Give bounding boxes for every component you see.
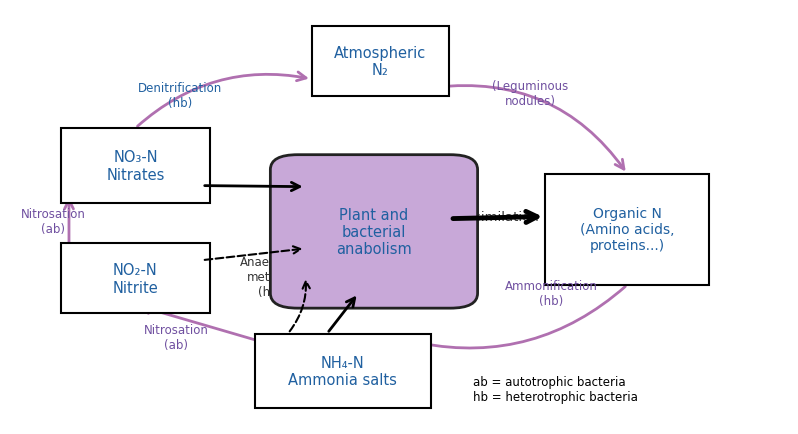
Text: Atmospheric
N₂: Atmospheric N₂ (334, 46, 426, 78)
Text: ab = autotrophic bacteria
hb = heterotrophic bacteria: ab = autotrophic bacteria hb = heterotro… (473, 375, 638, 403)
FancyBboxPatch shape (271, 155, 477, 309)
FancyBboxPatch shape (61, 129, 210, 203)
Text: Nitrosation
(ab): Nitrosation (ab) (144, 323, 208, 351)
Text: NH₄-N
Ammonia salts: NH₄-N Ammonia salts (288, 355, 397, 387)
FancyBboxPatch shape (255, 334, 431, 408)
Text: Anaerobic
method
(hb): Anaerobic method (hb) (240, 255, 299, 298)
Text: Denitrification
(hb): Denitrification (hb) (138, 82, 222, 110)
Text: Ammonification
(hb): Ammonification (hb) (505, 279, 598, 308)
Text: Organic N
(Amino acids,
proteins...): Organic N (Amino acids, proteins...) (580, 207, 674, 253)
Text: Plant and
bacterial
anabolism: Plant and bacterial anabolism (336, 207, 412, 257)
Text: NO₃-N
Nitrates: NO₃-N Nitrates (106, 150, 164, 182)
FancyBboxPatch shape (61, 243, 210, 314)
Text: Nitrosation
(ab): Nitrosation (ab) (21, 207, 85, 235)
Text: (Leguminous
nodules): (Leguminous nodules) (492, 80, 568, 108)
Text: NO₂-N
Nitrite: NO₂-N Nitrite (113, 263, 158, 295)
Text: Assimilation: Assimilation (459, 210, 539, 224)
FancyBboxPatch shape (545, 174, 709, 285)
FancyBboxPatch shape (312, 26, 448, 97)
